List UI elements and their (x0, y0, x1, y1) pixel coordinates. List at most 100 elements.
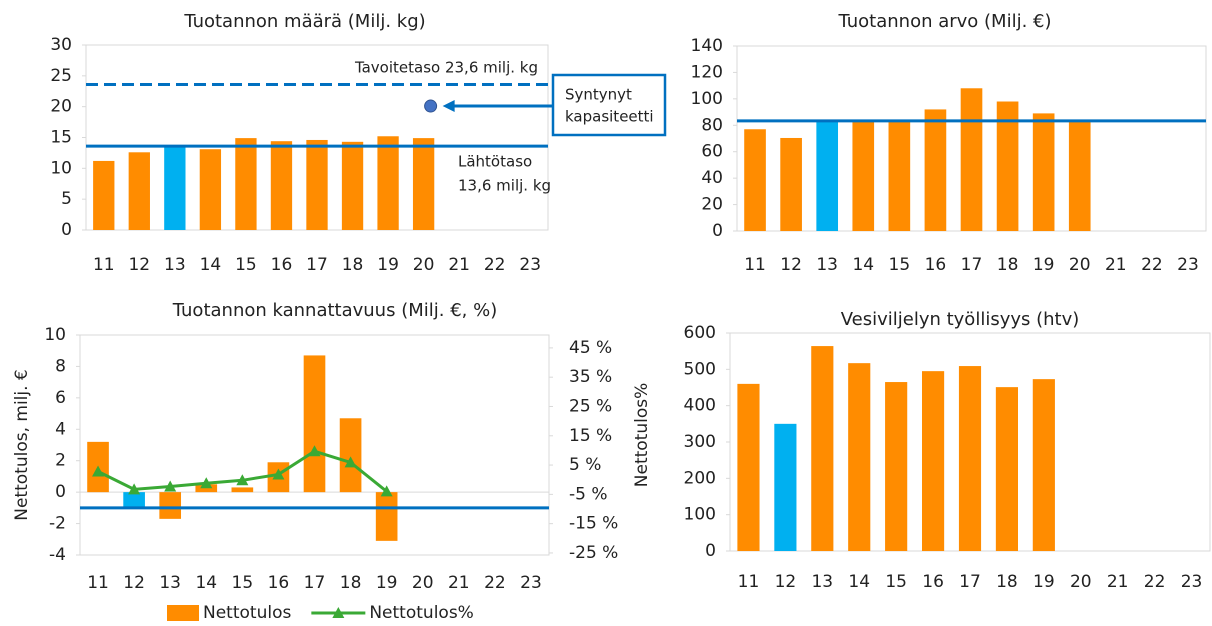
x-tick-label: 17 (959, 572, 981, 592)
y-tick-label: 600 (684, 323, 716, 343)
x-tick-label: 11 (738, 572, 760, 592)
bar (341, 141, 364, 230)
y-tick-label: 2 (55, 451, 66, 471)
x-tick-label: 19 (376, 573, 398, 593)
x-tick-label: 14 (848, 572, 870, 592)
bar (816, 121, 839, 231)
x-tick-label: 19 (1033, 255, 1055, 275)
x-tick-label: 20 (1069, 255, 1091, 275)
legend-label: Nettotulos (203, 603, 291, 623)
line-marker (272, 468, 285, 480)
x-tick-label: 15 (235, 255, 257, 275)
x-tick-label: 21 (1107, 572, 1129, 592)
line-marker (344, 456, 357, 468)
x-tick-label: 17 (961, 255, 983, 275)
y-tick-label: 4 (55, 419, 66, 439)
y-tick-label: 100 (684, 505, 716, 525)
reference-label: 13,6 milj. kg (458, 177, 551, 195)
x-tick-label: 15 (885, 572, 907, 592)
x-tick-label: 16 (271, 255, 293, 275)
reference-label: Lähtötaso (458, 153, 532, 171)
x-tick-label: 19 (1033, 572, 1055, 592)
y-tick-label: 120 (691, 62, 723, 82)
x-tick-label: 16 (922, 572, 944, 592)
bar (128, 152, 150, 230)
y-tick-label: 400 (684, 396, 716, 416)
y2-tick-label: 15 % (569, 426, 612, 446)
x-tick-label: 17 (306, 255, 328, 275)
y-tick-label: 0 (61, 220, 72, 240)
y-tick-label: 5 (61, 189, 72, 209)
x-tick-label: 15 (889, 255, 911, 275)
y-tick-label: 25 (50, 66, 72, 86)
y-tick-label: 0 (705, 541, 716, 561)
x-tick-label: 16 (925, 255, 947, 275)
x-tick-label: 23 (1181, 572, 1203, 592)
annotation-text: kapasiteetti (565, 108, 654, 126)
x-tick-label: 11 (744, 255, 766, 275)
line-marker (164, 480, 177, 492)
x-tick-label: 14 (200, 255, 222, 275)
y-tick-label: 20 (701, 195, 723, 215)
line-marker (236, 474, 249, 486)
x-tick-label: 22 (484, 255, 506, 275)
chart-panel: Tuotannon kannattavuus (Milj. €, %) -4 -2 0… (12, 300, 652, 623)
bar (303, 355, 326, 493)
bar (1032, 113, 1055, 231)
x-tick-label: 11 (93, 255, 115, 275)
capacity-marker (424, 99, 438, 113)
bar (774, 423, 797, 551)
y-tick-label: -2 (49, 514, 66, 534)
y2-tick-label: -25 % (569, 543, 618, 563)
y2-tick-label: 25 % (569, 396, 612, 416)
line-marker (308, 445, 321, 457)
chart-title: Vesiviljelyn työllisyys (htv) (841, 309, 1080, 330)
bar (306, 139, 328, 230)
x-tick-label: 22 (1144, 572, 1166, 592)
bar (231, 487, 254, 493)
bar (848, 363, 871, 551)
x-tick-label: 23 (519, 255, 541, 275)
annotation-text: Syntynyt (565, 86, 632, 104)
bar (1068, 121, 1091, 231)
chart-panel: Tuotannon arvo (Milj. €) 0 20 40 60 80 100 120 1… (691, 11, 1207, 275)
y2-tick-label: 35 % (569, 367, 612, 387)
x-tick-label: 12 (780, 255, 802, 275)
bar (924, 109, 947, 231)
plot-frame (79, 334, 550, 556)
bar (235, 138, 257, 230)
x-tick-label: 19 (377, 255, 399, 275)
x-tick-label: 21 (448, 255, 470, 275)
y-tick-label: 10 (50, 158, 72, 178)
x-tick-label: 12 (775, 572, 797, 592)
y-tick-label: 15 (50, 128, 72, 148)
y2-tick-label: -15 % (569, 514, 618, 534)
bar (888, 121, 911, 231)
x-tick-label: 15 (232, 573, 254, 593)
x-tick-label: 20 (1070, 572, 1092, 592)
y-axis-label: Nettotulos, milj. € (12, 369, 32, 521)
x-tick-label: 22 (1141, 255, 1163, 275)
y-tick-label: 80 (701, 115, 723, 135)
x-tick-label: 13 (159, 573, 181, 593)
x-tick-label: 20 (412, 573, 434, 593)
bar (159, 492, 182, 519)
x-tick-label: 20 (413, 255, 435, 275)
y2-tick-label: -5 % (569, 484, 608, 504)
bar (744, 129, 766, 231)
bar (922, 371, 945, 551)
bar (996, 101, 1019, 231)
legend-item: Nettotulos (167, 603, 291, 623)
y2-tick-label: 45 % (569, 338, 612, 358)
x-tick-label: 18 (340, 573, 362, 593)
legend-label: Nettotulos% (369, 603, 473, 623)
bar (339, 418, 362, 493)
chart-panel: Vesiviljelyn työllisyys (htv) 0 100 200 300 4… (684, 309, 1211, 592)
bar (164, 146, 186, 230)
y-tick-label: 0 (712, 221, 723, 241)
y-tick-label: 140 (691, 36, 723, 56)
annotation-box (551, 73, 667, 137)
bar (199, 149, 222, 230)
x-tick-label: 18 (997, 255, 1019, 275)
x-tick-label: 16 (268, 573, 290, 593)
